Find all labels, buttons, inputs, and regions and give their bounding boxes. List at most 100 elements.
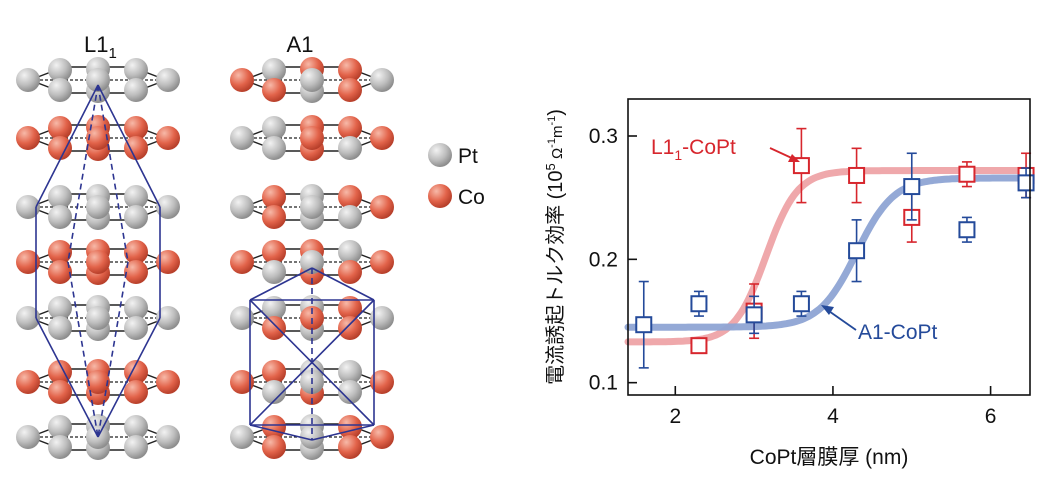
data-point — [958, 165, 976, 183]
atom-co — [48, 260, 72, 284]
atom-co — [338, 260, 362, 284]
atom-co — [338, 78, 362, 102]
atom-pt — [230, 306, 254, 330]
atom-co — [370, 425, 394, 449]
cell-edge — [311, 267, 375, 301]
atom-pt — [124, 415, 148, 439]
series-arrowhead-l11 — [788, 154, 800, 162]
atom-pt — [156, 425, 180, 449]
atom-pt — [338, 205, 362, 229]
atom-co — [262, 240, 286, 264]
data-point — [903, 178, 921, 196]
atom-co — [338, 296, 362, 320]
atom-pt — [16, 195, 40, 219]
atom-pt — [124, 435, 148, 459]
atom-pt — [338, 360, 362, 384]
atom-co — [124, 240, 148, 264]
cell-edge — [311, 424, 375, 441]
atom-pt — [338, 240, 362, 264]
legend-pt-atom — [428, 143, 452, 167]
atom-pt — [156, 195, 180, 219]
series-arrowhead-a1 — [821, 305, 834, 315]
cell-edge — [67, 261, 99, 438]
data-point — [635, 316, 653, 334]
x-tick-label: 4 — [827, 405, 839, 428]
atom-co — [300, 126, 324, 150]
atom-pt — [230, 425, 254, 449]
atom-pt — [262, 136, 286, 160]
data-point — [1017, 174, 1035, 192]
cell-edge — [97, 84, 129, 263]
atom-co — [370, 126, 394, 150]
atom-co — [262, 185, 286, 209]
atom-co — [48, 116, 72, 140]
axis-ticks: 2 4 6 0.1 0.2 0.3 — [589, 125, 997, 428]
atom-pt — [86, 195, 110, 219]
atom-co — [262, 435, 286, 459]
atom-pt — [16, 68, 40, 92]
atom-co — [370, 370, 394, 394]
y-axis-label: 電流誘起トルク効率 (105 Ω-1m-1) — [543, 109, 567, 385]
cell-edge — [249, 424, 313, 441]
atom-pt — [370, 68, 394, 92]
atom-co — [16, 370, 40, 394]
atom-co — [230, 250, 254, 274]
legend-co-label: Co — [458, 186, 485, 209]
atom-pt — [86, 68, 110, 92]
data-point — [690, 337, 708, 355]
data-marks — [635, 127, 1035, 369]
atom-co — [338, 435, 362, 459]
atom-co — [230, 68, 254, 92]
atom-co — [156, 250, 180, 274]
atom-co — [338, 316, 362, 340]
atom-co — [16, 250, 40, 274]
atom-pt — [124, 78, 148, 102]
cell-edge — [35, 317, 99, 438]
legend-pt-label: Pt — [458, 145, 478, 168]
atom-co — [124, 260, 148, 284]
cell-edge — [97, 84, 161, 208]
atom-pt — [124, 296, 148, 320]
cell-edge — [249, 267, 313, 301]
atom-pt — [300, 425, 324, 449]
x-tick-label: 2 — [669, 405, 681, 428]
atom-co — [124, 116, 148, 140]
y-tick-label: 0.1 — [589, 372, 618, 395]
atom-pt — [230, 126, 254, 150]
atom-pt — [338, 380, 362, 404]
atom-co — [16, 126, 40, 150]
atom-pt — [16, 425, 40, 449]
legend-co-atom — [428, 184, 452, 208]
data-point — [690, 295, 708, 313]
atom-co — [124, 136, 148, 160]
atom-pt — [300, 68, 324, 92]
y-tick-label: 0.3 — [589, 125, 618, 148]
atom-pt — [338, 136, 362, 160]
atom-pt — [230, 195, 254, 219]
atom-pt — [124, 316, 148, 340]
atom-co — [262, 78, 286, 102]
atom-co — [48, 240, 72, 264]
atom-co — [338, 58, 362, 82]
atom-pt — [16, 306, 40, 330]
crystal-a1 — [230, 57, 394, 460]
cell-edge — [97, 261, 129, 438]
atom-co — [48, 360, 72, 384]
atom-co — [262, 205, 286, 229]
data-point — [848, 242, 866, 260]
y-tick-label: 0.2 — [589, 248, 618, 271]
atom-co — [86, 370, 110, 394]
plot-frame — [627, 98, 1031, 396]
atom-pt — [124, 58, 148, 82]
series-label-l11: L11-CoPt — [651, 136, 800, 163]
atom-pt — [262, 380, 286, 404]
atom-co — [156, 126, 180, 150]
atom-co — [262, 316, 286, 340]
atom-co — [48, 136, 72, 160]
atom-pt — [262, 116, 286, 140]
atom-co — [124, 360, 148, 384]
atom-pt — [300, 195, 324, 219]
atom-pt — [156, 68, 180, 92]
atom-pt — [86, 306, 110, 330]
chart: 2 4 6 0.1 0.2 0.3 CoPt層膜厚 (nm) 電流誘起トルク効率 (105… — [543, 98, 1035, 469]
